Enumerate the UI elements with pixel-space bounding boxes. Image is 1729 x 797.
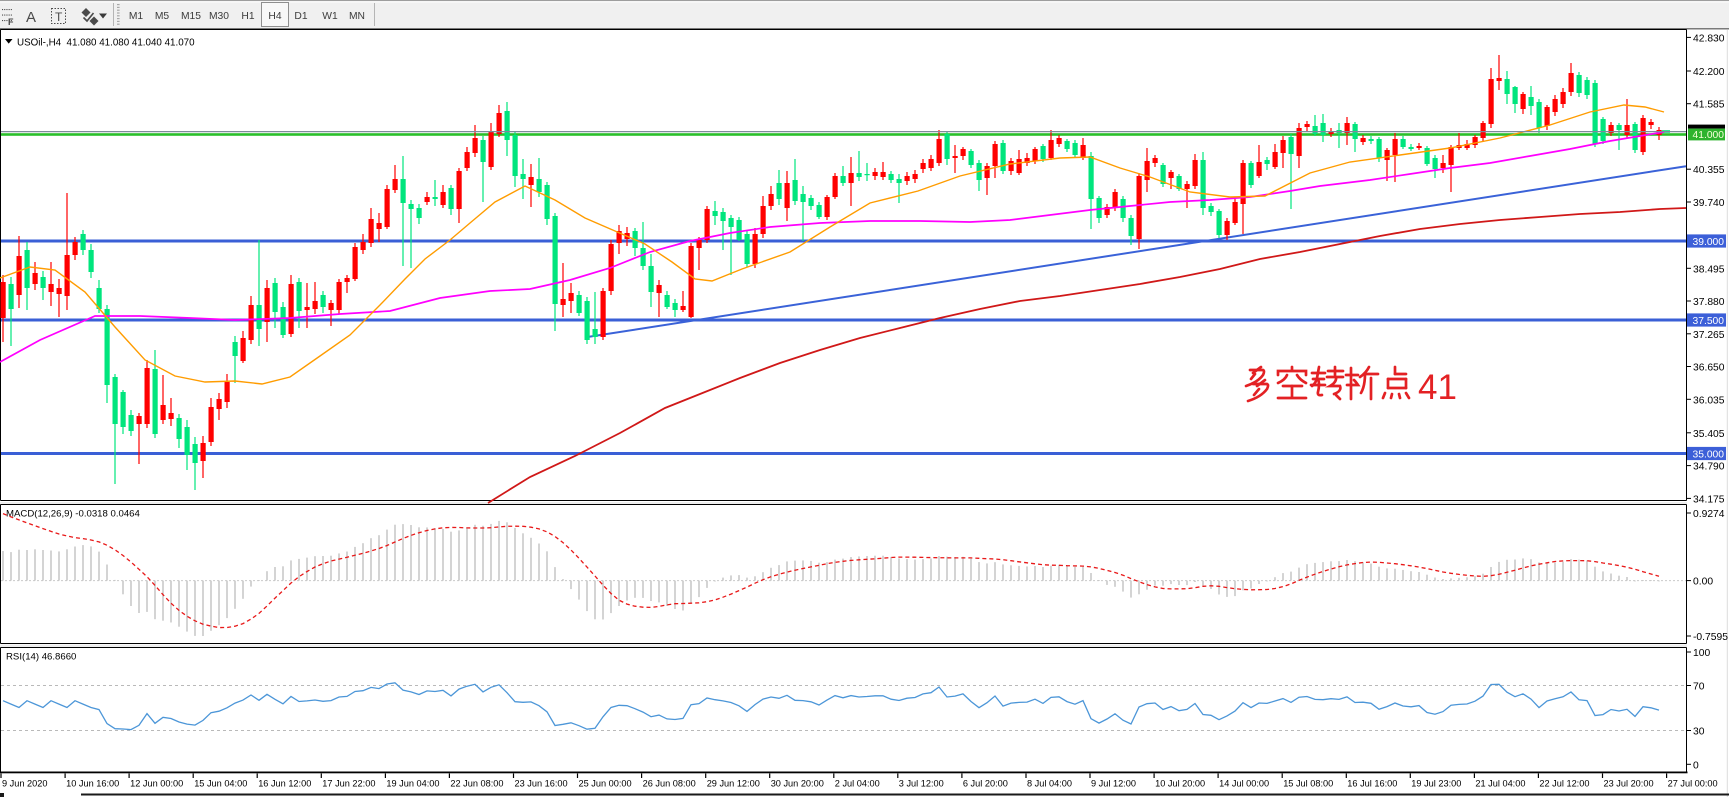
svg-text:M5: M5: [155, 11, 170, 22]
svg-text:16 Jul 16:00: 16 Jul 16:00: [1347, 779, 1397, 789]
svg-text:29 Jun 12:00: 29 Jun 12:00: [707, 779, 760, 789]
svg-text:F: F: [8, 17, 14, 27]
svg-text:23 Jul 20:00: 23 Jul 20:00: [1604, 779, 1654, 789]
svg-text:70: 70: [1693, 682, 1705, 693]
svg-text:38.495: 38.495: [1693, 264, 1725, 275]
svg-text:30 Jun 20:00: 30 Jun 20:00: [771, 779, 824, 789]
svg-text:34.790: 34.790: [1693, 462, 1725, 473]
svg-text:12 Jun 00:00: 12 Jun 00:00: [130, 779, 183, 789]
svg-text:MACD(12,26,9) -0.0318 0.0464: MACD(12,26,9) -0.0318 0.0464: [6, 509, 141, 520]
svg-text:22 Jul 12:00: 22 Jul 12:00: [1539, 779, 1589, 789]
svg-text:H4: H4: [268, 11, 281, 22]
svg-text:T: T: [55, 10, 63, 24]
svg-text:M15: M15: [181, 11, 201, 22]
svg-text:A: A: [26, 9, 36, 26]
svg-text:36.650: 36.650: [1693, 363, 1725, 374]
svg-text:W1: W1: [322, 11, 338, 22]
svg-text:8 Jul 04:00: 8 Jul 04:00: [1027, 779, 1072, 789]
svg-text:37.265: 37.265: [1693, 330, 1725, 341]
svg-text:2 Jul 04:00: 2 Jul 04:00: [835, 779, 880, 789]
svg-text:10 Jul 20:00: 10 Jul 20:00: [1155, 779, 1205, 789]
svg-text:MN: MN: [349, 11, 365, 22]
svg-text:16 Jun 12:00: 16 Jun 12:00: [258, 779, 311, 789]
svg-text:42.830: 42.830: [1693, 33, 1725, 44]
svg-text:10 Jun 16:00: 10 Jun 16:00: [66, 779, 119, 789]
svg-text:41.000: 41.000: [1693, 130, 1725, 141]
svg-text:22 Jun 08:00: 22 Jun 08:00: [450, 779, 503, 789]
svg-text:14 Jul 00:00: 14 Jul 00:00: [1219, 779, 1269, 789]
svg-text:-0.7595: -0.7595: [1693, 632, 1728, 643]
svg-text:36.035: 36.035: [1693, 395, 1725, 406]
svg-text:26 Jun 08:00: 26 Jun 08:00: [643, 779, 696, 789]
svg-text:27 Jul 00:00: 27 Jul 00:00: [1668, 779, 1718, 789]
svg-text:0: 0: [1693, 760, 1699, 771]
svg-text:19 Jul 23:00: 19 Jul 23:00: [1411, 779, 1461, 789]
svg-text:100: 100: [1693, 648, 1710, 659]
svg-text:RSI(14) 46.8660: RSI(14) 46.8660: [6, 652, 76, 663]
svg-text:M1: M1: [129, 11, 144, 22]
svg-text:30: 30: [1693, 727, 1705, 738]
svg-text:15 Jul 08:00: 15 Jul 08:00: [1283, 779, 1333, 789]
svg-text:0.00: 0.00: [1693, 577, 1713, 588]
svg-text:9 Jul 12:00: 9 Jul 12:00: [1091, 779, 1136, 789]
svg-text:41.585: 41.585: [1693, 100, 1725, 111]
svg-text:D1: D1: [294, 11, 307, 22]
svg-text:19 Jun 04:00: 19 Jun 04:00: [386, 779, 439, 789]
svg-text:17 Jun 22:00: 17 Jun 22:00: [322, 779, 375, 789]
svg-text:41: 41: [1418, 368, 1457, 407]
svg-text:9 Jun 2020: 9 Jun 2020: [2, 779, 47, 789]
svg-text:39.000: 39.000: [1693, 237, 1725, 248]
svg-text:H1: H1: [241, 11, 254, 22]
svg-text:21 Jul 04:00: 21 Jul 04:00: [1475, 779, 1525, 789]
svg-text:39.740: 39.740: [1693, 198, 1725, 209]
svg-text:25 Jun 00:00: 25 Jun 00:00: [579, 779, 632, 789]
svg-text:15 Jun 04:00: 15 Jun 04:00: [194, 779, 247, 789]
svg-text:42.200: 42.200: [1693, 67, 1725, 78]
svg-text:0.9274: 0.9274: [1693, 509, 1725, 520]
svg-text:USOil-,H4 41.080 41.080 41.04: USOil-,H4 41.080 41.080 41.040 41.070: [17, 38, 195, 49]
svg-text:40.355: 40.355: [1693, 165, 1725, 176]
svg-text:35.000: 35.000: [1693, 449, 1725, 460]
svg-text:37.500: 37.500: [1693, 316, 1725, 327]
svg-text:M30: M30: [209, 11, 229, 22]
svg-text:23 Jun 16:00: 23 Jun 16:00: [515, 779, 568, 789]
svg-text:35.405: 35.405: [1693, 429, 1725, 440]
svg-text:37.880: 37.880: [1693, 297, 1725, 308]
svg-text:34.175: 34.175: [1693, 494, 1725, 505]
svg-text:6 Jul 20:00: 6 Jul 20:00: [963, 779, 1008, 789]
svg-text:3 Jul 12:00: 3 Jul 12:00: [899, 779, 944, 789]
